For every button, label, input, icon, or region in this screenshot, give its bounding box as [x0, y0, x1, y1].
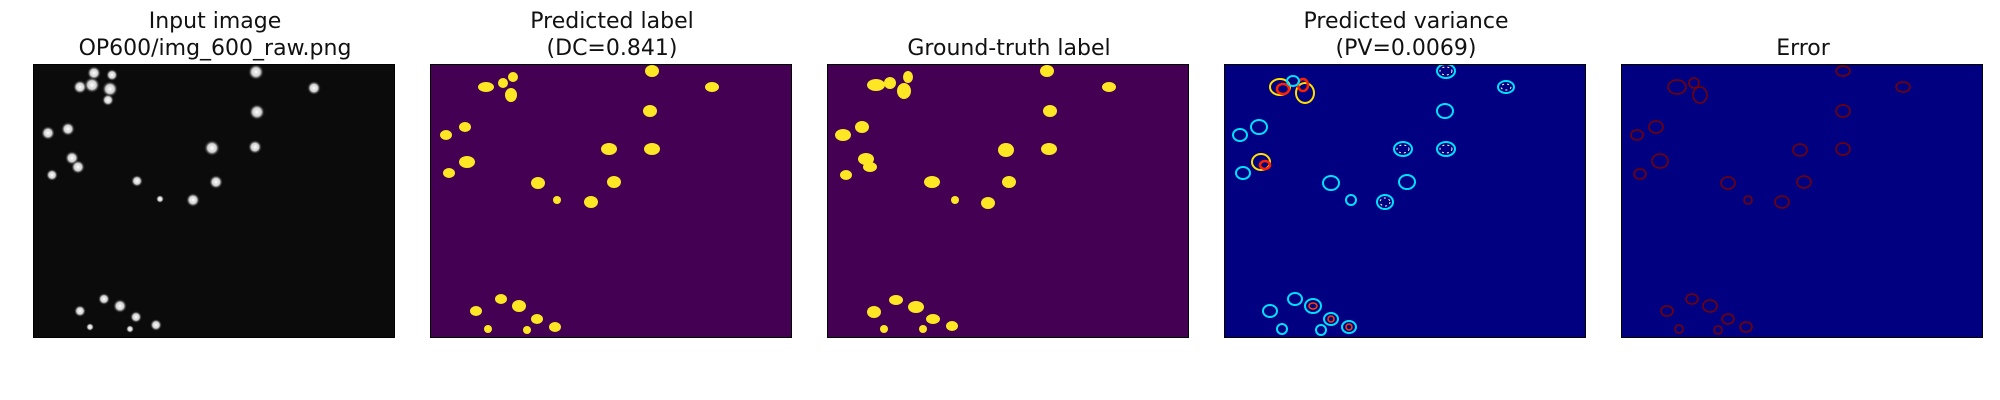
title-line-1: Input image: [148, 9, 282, 34]
title-line-1: [1621, 8, 1985, 35]
panel-predicted-variance: Predicted variance (PV=0.0069): [1224, 0, 1588, 400]
title-line-1: Predicted label: [530, 9, 694, 34]
title-line-2: (DC=0.841): [546, 36, 678, 61]
input-image: [33, 64, 395, 338]
error-image: [1621, 64, 1983, 338]
panel-title: Predicted variance (PV=0.0069): [1224, 8, 1588, 62]
ground-truth-image: [827, 64, 1189, 338]
panel-title: Ground-truth label: [827, 8, 1191, 62]
predicted-label-image: [430, 64, 792, 338]
predicted-variance-image: [1224, 64, 1586, 338]
panel-predicted-label: Predicted label (DC=0.841): [430, 0, 794, 400]
title-line-2: Ground-truth label: [907, 36, 1111, 61]
panel-ground-truth: Ground-truth label: [827, 0, 1191, 400]
title-line-2: OP600/img_600_raw.png: [78, 36, 352, 61]
panel-input-image: Input image OP600/img_600_raw.png: [33, 0, 397, 400]
title-line-2: (PV=0.0069): [1335, 36, 1477, 61]
panel-title: Input image OP600/img_600_raw.png: [33, 8, 397, 62]
title-line-2: Error: [1776, 36, 1830, 61]
panel-error: Error: [1621, 0, 1985, 400]
title-line-1: Predicted variance: [1303, 9, 1509, 34]
panel-title: Predicted label (DC=0.841): [430, 8, 794, 62]
title-line-1: [827, 8, 1191, 35]
panel-title: Error: [1621, 8, 1985, 62]
